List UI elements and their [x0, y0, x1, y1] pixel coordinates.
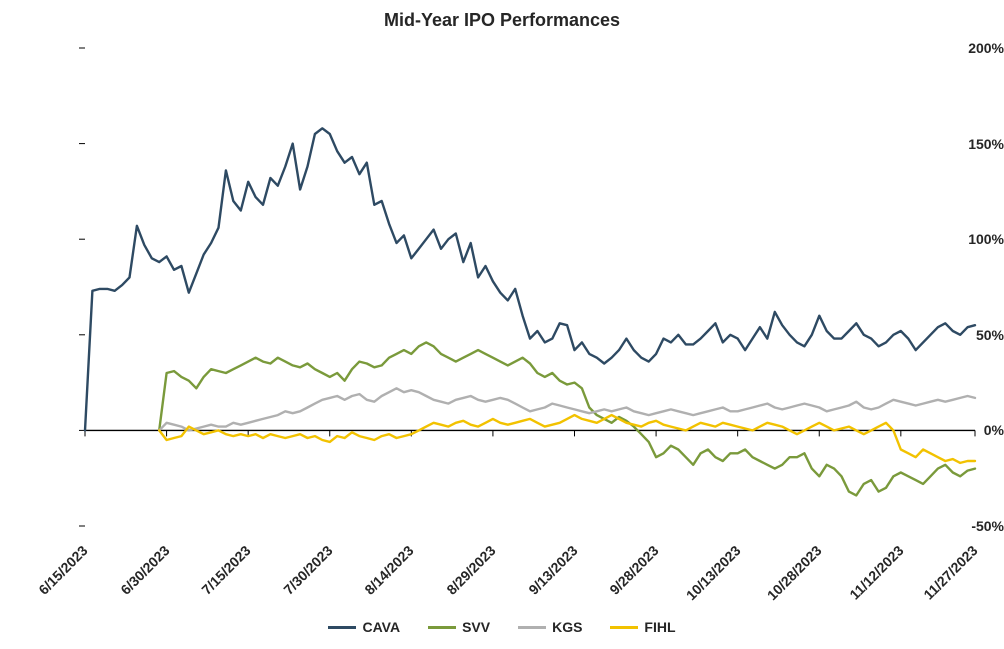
legend-item-svv: SVV — [428, 619, 490, 635]
legend-swatch — [428, 626, 456, 629]
legend-label: KGS — [552, 619, 582, 635]
chart-container: Mid-Year IPO Performances -50%0%50%100%1… — [0, 0, 1004, 649]
legend-label: SVV — [462, 619, 490, 635]
chart-plot — [0, 0, 1004, 649]
legend-item-kgs: KGS — [518, 619, 582, 635]
series-line-cava — [85, 128, 975, 430]
series-line-kgs — [159, 388, 975, 430]
legend-swatch — [328, 626, 356, 629]
series-line-fihl — [159, 415, 975, 463]
legend-item-cava: CAVA — [328, 619, 400, 635]
legend: CAVA SVV KGS FIHL — [0, 619, 1004, 635]
legend-swatch — [610, 626, 638, 629]
legend-swatch — [518, 626, 546, 629]
legend-label: FIHL — [644, 619, 675, 635]
legend-item-fihl: FIHL — [610, 619, 675, 635]
legend-label: CAVA — [362, 619, 400, 635]
